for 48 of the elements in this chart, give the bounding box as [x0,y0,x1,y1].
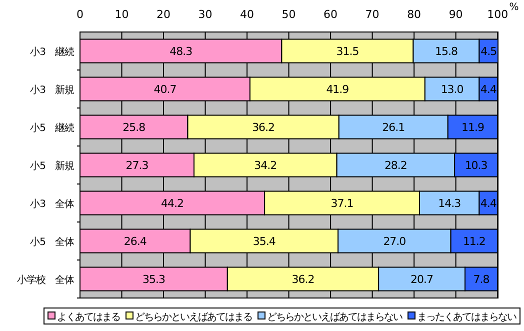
data-label: 4.5 [480,45,498,58]
data-label: 48.3 [170,45,193,58]
y-tick-label: 小5 全体 [30,236,74,248]
data-label: 10.3 [464,159,488,172]
data-label: 14.3 [438,197,462,210]
data-label: 36.2 [292,273,314,286]
data-label: 11.9 [461,121,484,134]
data-label: 35.4 [252,235,276,248]
data-label: 7.8 [473,273,490,286]
data-label: 27.0 [383,235,406,248]
data-label: 27.3 [126,159,149,172]
y-tick-label: 小3 継続 [30,46,74,58]
data-label: 28.2 [384,159,407,172]
x-axis-title: % [509,2,519,13]
data-label: 4.4 [480,83,497,96]
legend-label: よくあてはまる [57,312,120,323]
y-tick-label: 小5 継続 [30,122,74,134]
data-label: 13.0 [440,83,464,96]
x-tick-label: 90 [448,8,463,21]
x-tick-label: 80 [407,8,422,21]
data-label: 41.9 [326,83,350,96]
data-label: 40.7 [154,83,177,96]
y-tick-label: 小3 新規 [30,84,74,96]
data-label: 44.2 [161,197,184,210]
y-tick-label: 小5 新規 [30,160,74,172]
x-tick-label: 10 [114,8,129,21]
data-label: 15.8 [434,45,458,58]
data-label: 26.4 [124,235,147,248]
data-label: 31.5 [336,45,360,58]
x-tick-label: 70 [365,8,380,21]
x-tick-label: 20 [156,8,171,21]
x-tick-label: 40 [240,8,254,21]
data-label: 26.1 [382,121,405,134]
x-tick-label: 100 [487,8,508,21]
data-label: 4.4 [480,197,497,210]
y-tick-label: 小学校 全体 [17,274,74,286]
x-tick-label: 50 [282,8,296,21]
data-label: 20.7 [410,273,434,286]
data-label: 37.1 [330,197,354,210]
y-tick-label: 小3 全体 [30,198,74,210]
x-tick-label: 30 [198,8,212,21]
data-label: 34.2 [254,159,277,172]
data-label: 25.8 [122,121,146,134]
data-label: 35.3 [142,273,166,286]
x-tick-label: 60 [324,8,338,21]
data-label: 11.2 [462,235,486,248]
x-tick-label: 0 [76,8,84,21]
data-label: 36.2 [252,121,275,134]
